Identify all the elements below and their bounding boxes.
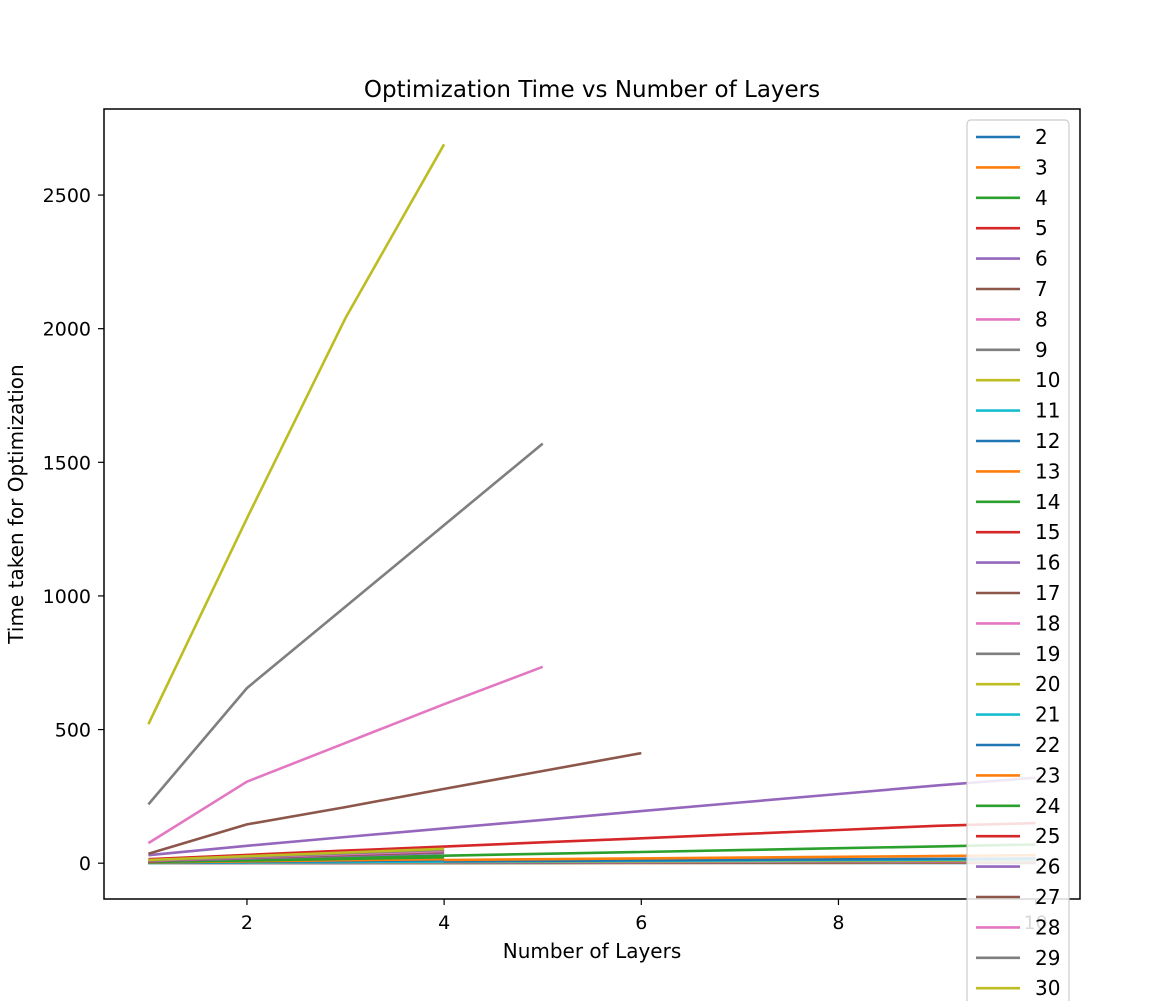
legend-label-13: 13 — [1035, 459, 1060, 483]
legend-label-30: 30 — [1035, 976, 1060, 1000]
legend-label-28: 28 — [1035, 915, 1060, 939]
legend-label-24: 24 — [1035, 794, 1060, 818]
legend-label-2: 2 — [1035, 125, 1048, 149]
y-tick-label: 500 — [55, 720, 91, 742]
legend-label-16: 16 — [1035, 551, 1060, 575]
series-line-16 — [148, 776, 1036, 857]
x-tick-label: 4 — [438, 912, 450, 934]
legend-label-8: 8 — [1035, 307, 1048, 331]
legend-label-15: 15 — [1035, 520, 1060, 544]
legend-label-20: 20 — [1035, 672, 1060, 696]
plot-area-frame — [103, 108, 1081, 900]
y-tick-label: 1500 — [43, 452, 91, 474]
series-lines — [147, 143, 1036, 865]
x-axis-label: Number of Layers — [503, 939, 682, 963]
legend-label-4: 4 — [1035, 186, 1048, 210]
legend-label-22: 22 — [1035, 733, 1060, 757]
legend-label-10: 10 — [1035, 368, 1060, 392]
legend-label-25: 25 — [1035, 824, 1060, 848]
legend-label-14: 14 — [1035, 490, 1060, 514]
y-tick-label: 1000 — [43, 586, 91, 608]
legend-label-19: 19 — [1035, 642, 1060, 666]
series-line-19 — [147, 442, 544, 806]
axis-ticks: 24681005001000150020002500 — [43, 185, 1048, 934]
legend-label-18: 18 — [1035, 611, 1060, 635]
legend-label-6: 6 — [1035, 247, 1048, 271]
legend: 2345678910111213141516171819202122232425… — [966, 119, 1070, 1001]
legend-label-17: 17 — [1035, 581, 1060, 605]
legend-label-23: 23 — [1035, 763, 1060, 787]
series-line-24 — [148, 856, 445, 864]
x-tick-label: 8 — [832, 912, 844, 934]
legend-label-5: 5 — [1035, 216, 1048, 240]
chart-title: Optimization Time vs Number of Layers — [364, 77, 820, 103]
series-line-30 — [148, 847, 445, 862]
y-tick-label: 2500 — [43, 185, 91, 207]
x-tick-label: 6 — [635, 912, 647, 934]
legend-label-21: 21 — [1035, 703, 1060, 727]
legend-label-12: 12 — [1035, 429, 1060, 453]
legend-label-3: 3 — [1035, 155, 1048, 179]
x-tick-label: 2 — [241, 912, 253, 934]
legend-label-26: 26 — [1035, 855, 1060, 879]
legend-label-9: 9 — [1035, 338, 1048, 362]
series-line-17 — [148, 751, 642, 856]
y-tick-label: 2000 — [43, 319, 91, 341]
legend-label-27: 27 — [1035, 885, 1060, 909]
legend-label-29: 29 — [1035, 946, 1060, 970]
series-line-20 — [147, 143, 446, 725]
y-tick-label: 0 — [79, 853, 91, 875]
y-axis-label: Time taken for Optimization — [4, 364, 28, 644]
series-line-18 — [147, 665, 544, 845]
legend-box — [966, 119, 1070, 1001]
legend-label-7: 7 — [1035, 277, 1048, 301]
legend-label-11: 11 — [1035, 399, 1060, 423]
